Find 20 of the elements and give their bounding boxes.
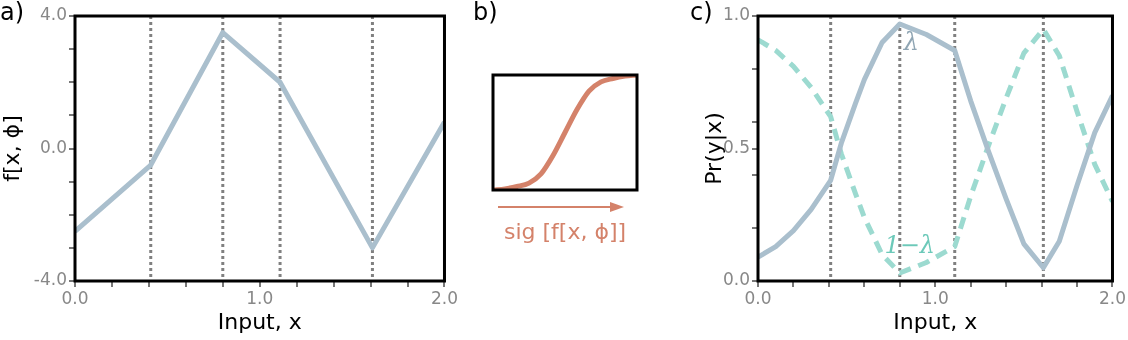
x-tick-label: 2.0 [1098,287,1127,308]
y-tick-label: 0.0 [722,269,750,290]
x-tick-label: 0.0 [61,287,89,308]
y-tick-label: -4.0 [33,269,67,290]
y-axis-title: f[x, ϕ] [0,115,24,182]
x-tick-label: 2.0 [430,287,459,308]
chart-title: c) [690,0,713,27]
y-tick-label: 1.0 [722,4,750,25]
series-label: λ [902,28,920,57]
chart-title: b) [473,0,498,27]
series-label: 1−λ [884,231,936,260]
y-tick-label: 0.0 [39,136,67,157]
x-tick-label: 1.0 [921,287,949,308]
chart-title: a) [0,0,25,27]
x-axis-title: sig [f[x, ϕ]] [503,218,627,244]
x-axis-title: Input, x [893,308,978,334]
x-tick-label: 1.0 [246,287,274,308]
x-tick-label: 0.0 [744,287,772,308]
y-tick-label: 4.0 [39,4,67,25]
x-axis-title: Input, x [217,308,302,334]
